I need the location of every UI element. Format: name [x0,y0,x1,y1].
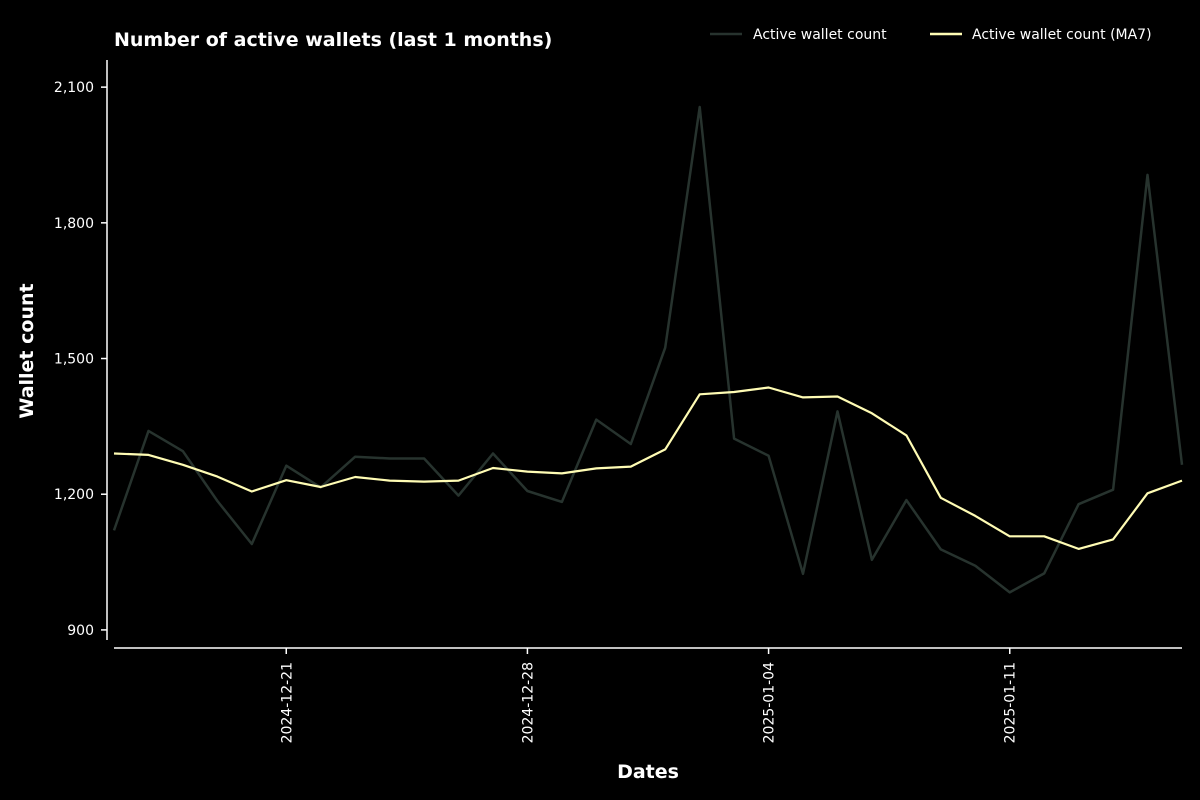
y-tick-label: 2,100 [54,80,94,96]
series-line-active-wallet-count-ma7 [113,386,1183,551]
x-axis-title: Dates [617,761,679,783]
series-layer [112,105,1184,594]
x-tick-label: 2025-01-04 [762,662,778,743]
x-axis: 2024-12-21 2024-12-28 2025-01-04 2025-01-11 [114,647,1182,743]
y-axis-title: Wallet count [16,283,38,418]
y-tick-label: 1,200 [54,487,94,503]
y-tick-label: 1,500 [54,352,94,368]
y-tick-label: 1,800 [54,216,94,232]
legend-label: Active wallet count [753,27,887,43]
x-tick-label: 2025-01-11 [1003,662,1019,743]
y-axis: 900 1,200 1,500 1,800 2,100 [54,60,108,640]
chart-title: Number of active wallets (last 1 months) [114,29,552,51]
legend: Active wallet count Active wallet count (… [710,27,1152,43]
series-line-active-wallet-count [112,105,1184,594]
legend-label: Active wallet count (MA7) [972,27,1152,43]
x-tick-label: 2024-12-28 [520,662,536,743]
x-tick-label: 2024-12-21 [279,662,295,743]
y-tick-label: 900 [67,623,94,639]
